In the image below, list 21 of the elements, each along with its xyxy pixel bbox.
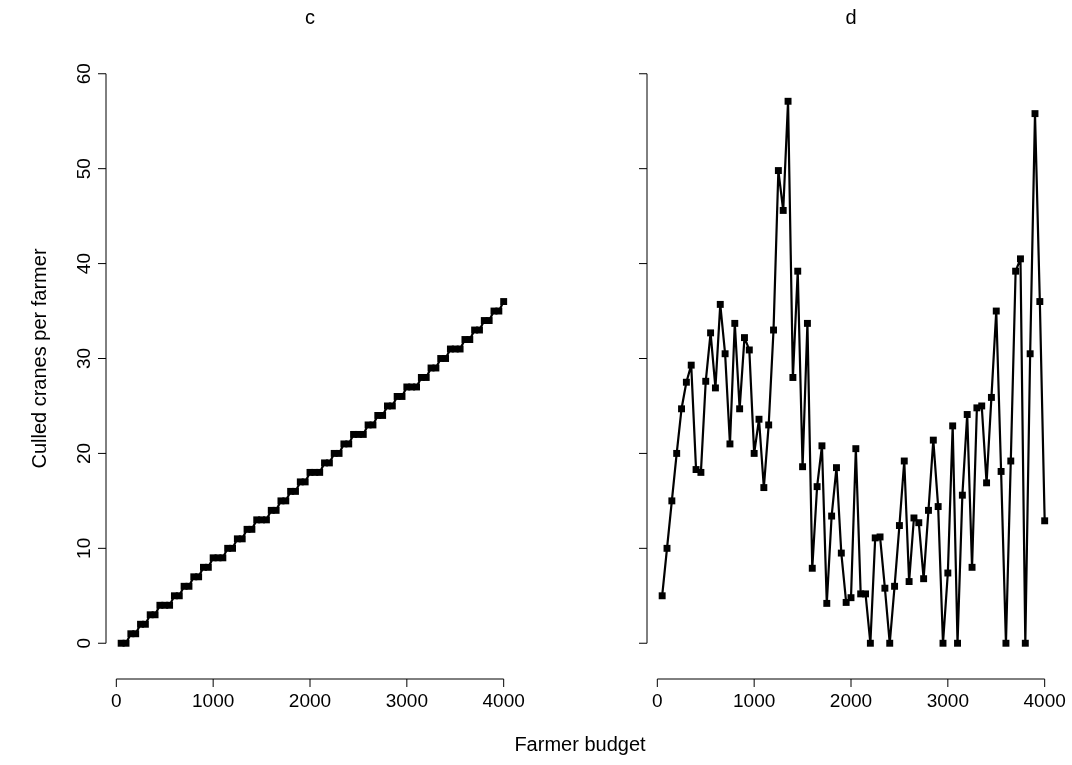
x-axis-title: Farmer budget [514,733,647,755]
x-tick-label: 0 [111,690,122,711]
x-tick-label: 4000 [1023,690,1066,711]
y-tick-label: 0 [73,637,94,649]
y-tick-label: 30 [73,347,94,370]
y-tick-label: 40 [73,253,94,275]
x-tick-label: 0 [652,690,663,711]
y-tick-label: 10 [73,537,94,559]
y-tick-label: 60 [73,63,94,85]
x-tick-label: 1000 [733,690,776,711]
x-tick-label: 2000 [829,690,873,711]
x-tick-label: 1000 [192,690,235,711]
x-tick-label: 2000 [288,690,332,711]
x-tick-label: 3000 [385,690,428,711]
y-tick-label: 50 [73,158,94,180]
chart-title: d [845,6,857,28]
y-axis-title: Culled cranes per farmer [28,248,50,469]
y-tick-label: 20 [73,442,94,464]
chart-title: c [305,6,315,28]
x-tick-label: 3000 [926,690,969,711]
x-tick-label: 4000 [482,690,525,711]
